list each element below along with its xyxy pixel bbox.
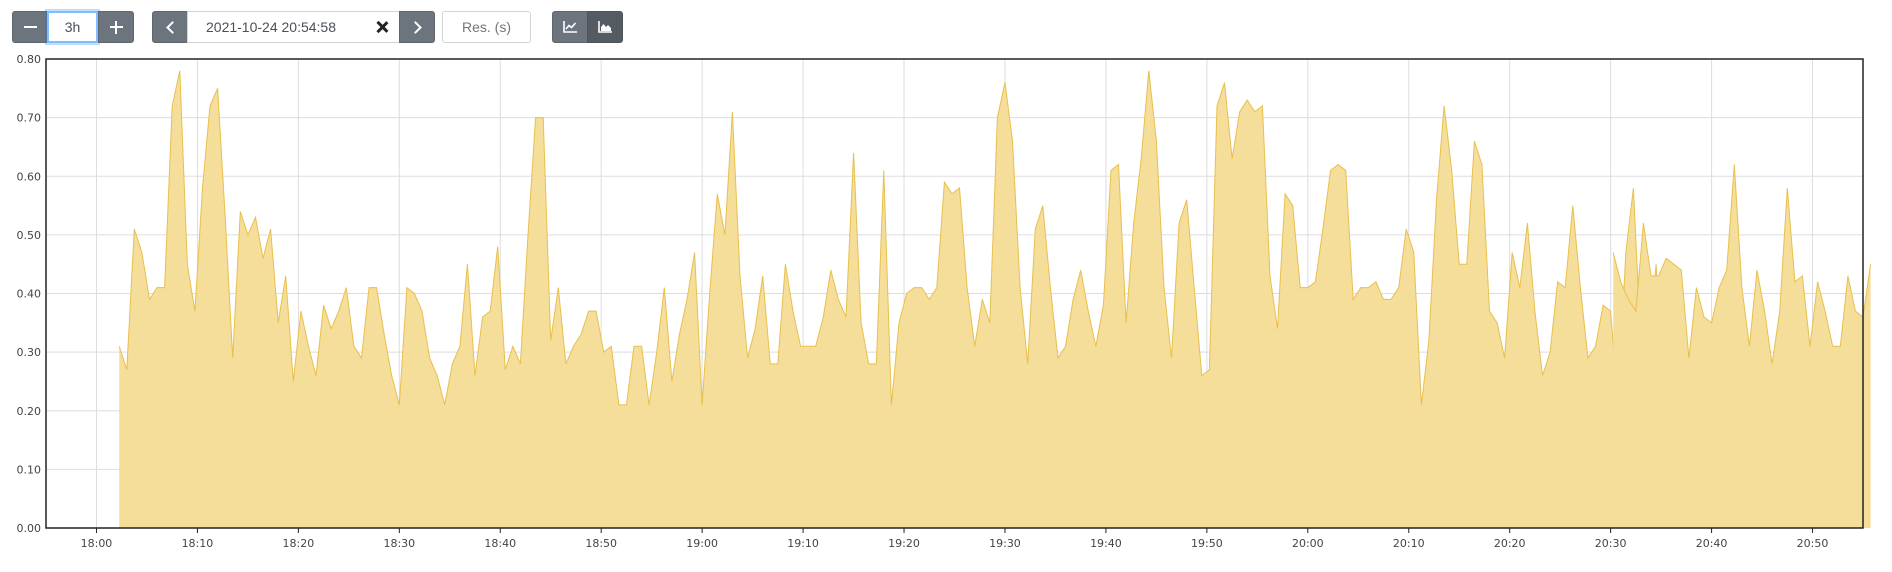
- x-tick-label: 20:40: [1696, 537, 1728, 550]
- range-input[interactable]: [47, 11, 98, 43]
- next-time-button[interactable]: [399, 11, 435, 43]
- line-chart-icon: [563, 21, 577, 33]
- y-tick-label: 0.20: [17, 405, 42, 418]
- decrease-range-button[interactable]: [12, 11, 48, 43]
- x-tick-label: 20:20: [1494, 537, 1526, 550]
- y-tick-label: 0.40: [17, 288, 42, 301]
- stacked-mode-button[interactable]: [587, 11, 623, 43]
- x-tick-label: 18:20: [283, 537, 315, 550]
- x-tick-label: 19:30: [989, 537, 1021, 550]
- resolution-input[interactable]: [442, 11, 531, 43]
- plus-icon: [109, 20, 123, 34]
- x-tick-label: 19:50: [1191, 537, 1223, 550]
- minus-icon: [23, 25, 37, 29]
- x-tick-label: 19:20: [888, 537, 920, 550]
- x-tick-label: 18:50: [585, 537, 617, 550]
- series-area-1: [1613, 164, 1871, 528]
- y-tick-label: 0.30: [17, 346, 42, 359]
- x-tick-label: 20:00: [1292, 537, 1324, 550]
- line-mode-button[interactable]: [552, 11, 588, 43]
- area-chart-icon: [598, 21, 612, 33]
- y-tick-label: 0.60: [17, 170, 42, 183]
- end-time-value: 2021-10-24 20:54:58: [206, 19, 336, 35]
- end-time-input[interactable]: 2021-10-24 20:54:58: [187, 11, 400, 43]
- series-line-0: [118, 70, 1672, 406]
- x-tick-label: 19:00: [686, 537, 718, 550]
- y-tick-label: 0.50: [17, 229, 42, 242]
- x-tick-label: 20:50: [1797, 537, 1829, 550]
- chart-series: [118, 70, 1872, 528]
- previous-time-button[interactable]: [152, 11, 188, 43]
- x-tick-label: 18:30: [383, 537, 415, 550]
- plot-frame: [45, 58, 1864, 529]
- y-tick-label: 0.80: [17, 53, 42, 66]
- x-tick-label: 19:10: [787, 537, 819, 550]
- x-tick-label: 18:10: [182, 537, 214, 550]
- x-tick-label: 18:00: [81, 537, 113, 550]
- series-area-0: [119, 70, 1672, 528]
- y-tick-label: 0.70: [17, 112, 42, 125]
- x-tick-label: 18:40: [484, 537, 516, 550]
- x-tick-label: 20:30: [1595, 537, 1627, 550]
- x-axis-ticks: 18:00 18:10 18:20 18:30 18:40 18:50 19:00 19:10…: [81, 528, 1829, 550]
- y-axis-ticks: 0.00 0.10 0.20 0.30 0.40 0.50 0.60 0.70 0.80: [17, 53, 42, 535]
- y-tick-label: 0.00: [17, 522, 42, 535]
- x-tick-label: 19:40: [1090, 537, 1122, 550]
- graph-toolbar: 2021-10-24 20:54:58: [12, 11, 1872, 43]
- x-tick-label: 20:10: [1393, 537, 1425, 550]
- y-tick-label: 0.10: [17, 463, 42, 476]
- increase-range-button[interactable]: [98, 11, 134, 43]
- series-line-1: [1612, 164, 1872, 364]
